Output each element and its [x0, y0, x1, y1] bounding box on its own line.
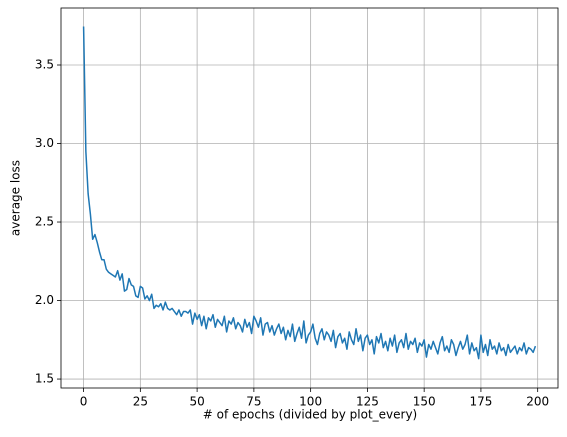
x-tick-label: 150 [413, 395, 436, 409]
line-series [82, 26, 537, 360]
x-tick-label: 200 [526, 395, 549, 409]
x-tick-label: 25 [133, 395, 148, 409]
y-tick-label: 2.0 [35, 293, 54, 307]
y-axis-label: average loss [9, 160, 23, 236]
plot-frame [60, 7, 559, 389]
x-axis-label: # of epochs (divided by plot_every) [203, 408, 417, 422]
x-tick-label: 50 [189, 395, 204, 409]
y-tick-label: 3.5 [35, 58, 54, 72]
x-tick-label: 75 [246, 395, 261, 409]
x-tick-label: 100 [299, 395, 322, 409]
y-tick-label: 1.5 [35, 372, 54, 386]
x-tick-label: 0 [80, 395, 88, 409]
y-tick-label: 3.0 [35, 136, 54, 150]
x-tick-label: 125 [356, 395, 379, 409]
x-tick-label: 175 [469, 395, 492, 409]
y-tick-label: 2.5 [35, 215, 54, 229]
